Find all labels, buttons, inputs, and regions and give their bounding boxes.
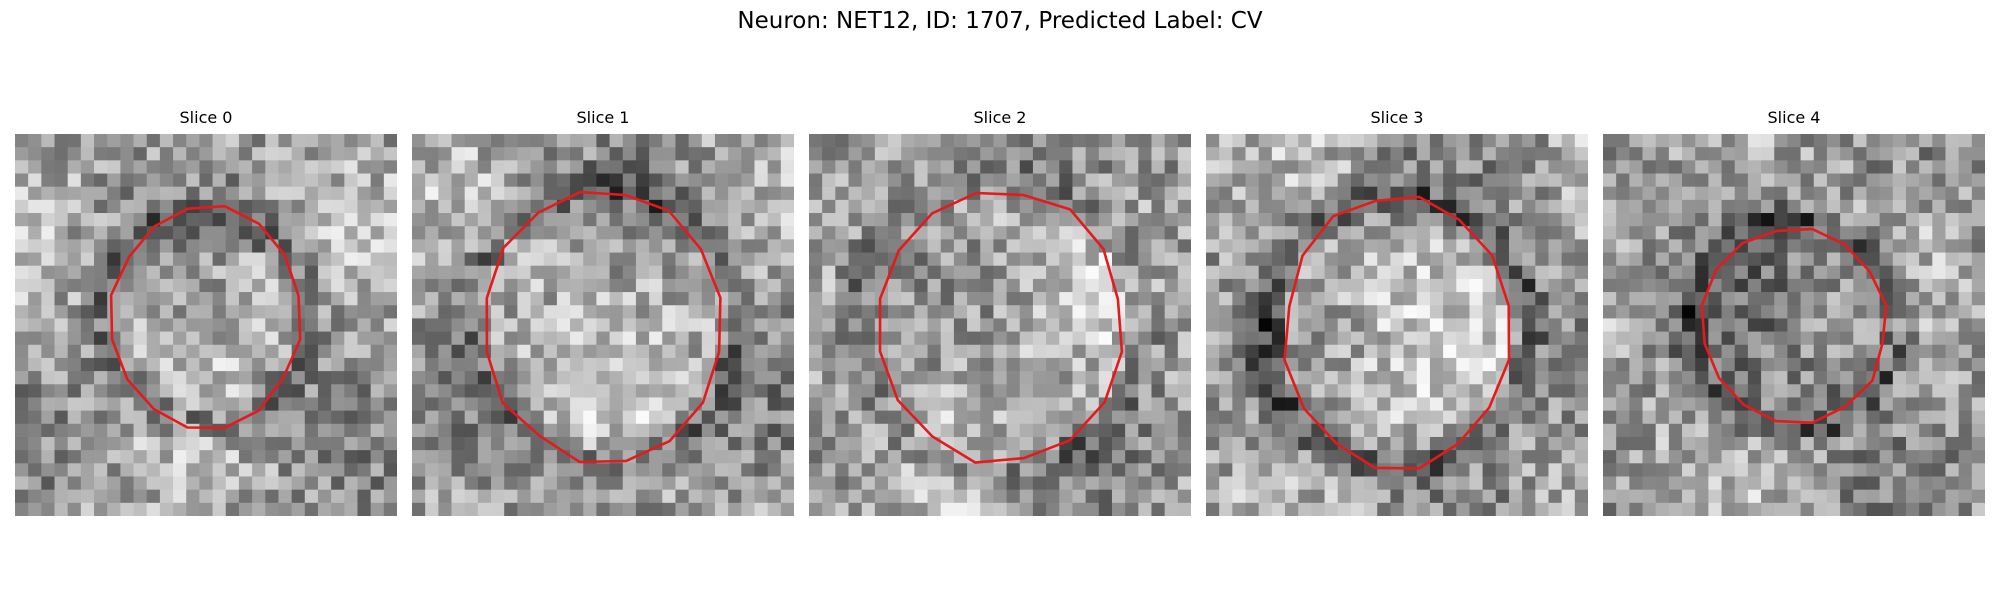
cell-contour <box>485 190 722 464</box>
slice-image <box>809 134 1191 516</box>
slice-title: Slice 0 <box>179 108 233 127</box>
slice-image <box>15 134 397 516</box>
slice-panel-3: Slice 3 <box>1206 108 1588 516</box>
figure-title: Neuron: NET12, ID: 1707, Predicted Label… <box>737 8 1263 34</box>
cell-contour <box>109 204 302 430</box>
slice-panel-0: Slice 0 <box>15 108 397 516</box>
slice-title: Slice 4 <box>1767 108 1821 127</box>
cell-contour <box>1283 195 1511 470</box>
slice-panel-2: Slice 2 <box>809 108 1191 516</box>
slice-image <box>1206 134 1588 516</box>
slice-title: Slice 3 <box>1370 108 1424 127</box>
slice-image <box>412 134 794 516</box>
slice-title: Slice 2 <box>973 108 1027 127</box>
slice-title: Slice 1 <box>576 108 630 127</box>
cell-contour <box>878 191 1124 464</box>
slice-panel-1: Slice 1 <box>412 108 794 516</box>
slice-image <box>1603 134 1985 516</box>
cell-contour <box>1700 227 1888 425</box>
slice-panel-4: Slice 4 <box>1603 108 1985 516</box>
